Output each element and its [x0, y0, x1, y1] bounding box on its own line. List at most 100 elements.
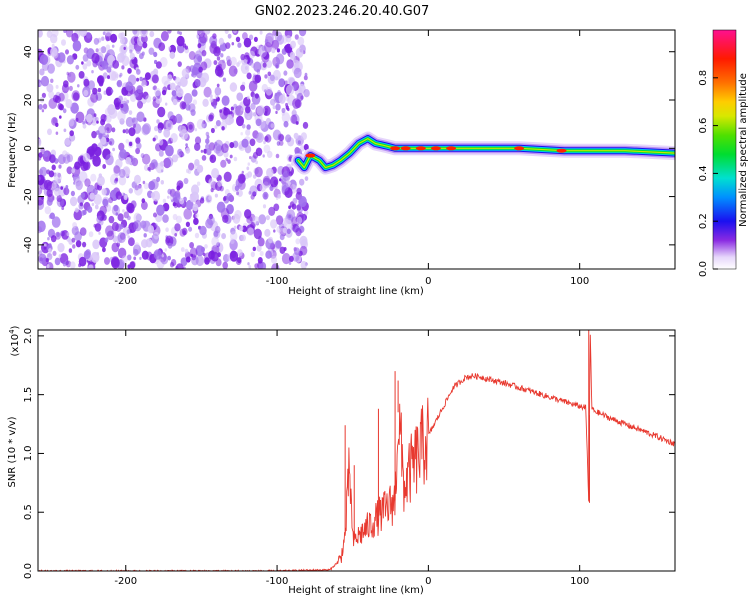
noise-blob — [43, 246, 47, 250]
noise-blob — [257, 257, 263, 264]
spectrogram-y-ticks: -40 -20 0 20 40 — [23, 45, 675, 253]
noise-blob — [236, 62, 240, 67]
noise-blob — [184, 248, 189, 254]
noise-blob — [220, 53, 224, 58]
noise-blob — [63, 187, 70, 196]
y-tick-label: 0 — [23, 145, 34, 151]
noise-blob — [49, 212, 55, 220]
noise-blob — [74, 231, 82, 242]
noise-blob — [87, 80, 96, 90]
noise-blob — [250, 194, 255, 200]
noise-blob — [62, 150, 68, 158]
noise-blob — [104, 129, 108, 134]
noise-blob — [199, 197, 205, 204]
noise-blob — [141, 79, 147, 87]
noise-blob — [256, 245, 262, 252]
y-tick-label: 40 — [23, 45, 34, 58]
noise-blob — [38, 253, 47, 265]
noise-blob — [275, 53, 285, 65]
noise-blob — [210, 40, 217, 49]
noise-blob — [248, 80, 258, 92]
noise-blob — [231, 42, 235, 46]
snr-y-label: SNR (10 * v/v) — [7, 416, 18, 487]
ridge-hotspot — [556, 148, 567, 153]
noise-blob — [123, 194, 128, 201]
noise-blob — [177, 61, 182, 67]
noise-blob — [189, 242, 195, 249]
noise-blob — [200, 149, 204, 153]
noise-blob — [268, 236, 273, 244]
colorbar-tick-label: 0.6 — [698, 118, 709, 134]
noise-blob — [240, 234, 246, 242]
noise-blob — [227, 159, 231, 165]
noise-blob — [141, 51, 145, 56]
noise-blob — [229, 82, 238, 92]
noise-blob — [66, 154, 73, 163]
noise-blob — [137, 100, 142, 105]
noise-blob — [158, 42, 166, 52]
noise-blob — [191, 89, 198, 97]
noise-blob — [179, 125, 187, 136]
noise-blob — [222, 261, 228, 269]
noise-blob — [102, 247, 106, 253]
noise-blob — [248, 191, 252, 195]
noise-blob — [275, 153, 280, 159]
noise-blob — [266, 167, 274, 178]
noise-blob — [226, 55, 231, 63]
noise-blob — [185, 199, 194, 211]
noise-blob — [194, 142, 201, 151]
noise-blob — [104, 257, 110, 265]
noise-blob — [180, 247, 185, 252]
noise-blob — [133, 256, 137, 261]
noise-blob — [139, 30, 148, 38]
noise-blob — [217, 180, 223, 188]
snr-frame — [37, 329, 676, 572]
noise-blob — [105, 115, 112, 123]
noise-blob — [241, 170, 244, 174]
noise-blob — [278, 134, 285, 142]
noise-blob — [172, 213, 178, 221]
noise-blob — [141, 250, 149, 260]
noise-blob — [229, 239, 238, 251]
noise-blob — [205, 218, 214, 229]
noise-blob — [68, 248, 73, 253]
noise-blob — [289, 51, 296, 59]
noise-blob — [240, 62, 250, 74]
noise-blob — [88, 231, 94, 238]
noise-blob — [281, 253, 291, 265]
noise-blob — [54, 187, 61, 197]
noise-blob — [50, 235, 57, 243]
noise-blob — [275, 240, 282, 249]
noise-blob — [117, 247, 127, 259]
noise-blob — [151, 74, 159, 84]
noise-blob — [197, 43, 202, 49]
noise-blob — [46, 264, 50, 269]
noise-blob — [167, 195, 170, 199]
noise-blob — [208, 180, 212, 185]
noise-blob — [134, 174, 141, 184]
noise-blob — [56, 232, 60, 238]
noise-blob — [67, 71, 76, 83]
noise-blob — [186, 121, 195, 133]
colorbar-tick-label: 0.8 — [698, 70, 709, 86]
noise-blob — [295, 254, 302, 263]
noise-blob — [141, 198, 146, 204]
noise-blob — [78, 256, 87, 267]
noise-blob — [213, 46, 221, 57]
noise-blob — [90, 92, 99, 103]
noise-blob — [260, 45, 267, 53]
noise-blob — [142, 123, 151, 135]
noise-blob — [179, 31, 183, 36]
noise-blob — [288, 205, 291, 209]
noise-blob — [264, 228, 271, 237]
spectrogram-noise-region — [38, 30, 310, 269]
noise-blob — [126, 254, 132, 261]
noise-blob — [253, 61, 262, 73]
noise-blob — [211, 236, 220, 247]
noise-blob — [240, 84, 246, 92]
noise-blob — [270, 98, 276, 106]
spectrogram-frame — [37, 29, 676, 270]
noise-blob — [175, 113, 183, 124]
noise-blob — [61, 39, 66, 46]
noise-blob — [245, 106, 251, 114]
